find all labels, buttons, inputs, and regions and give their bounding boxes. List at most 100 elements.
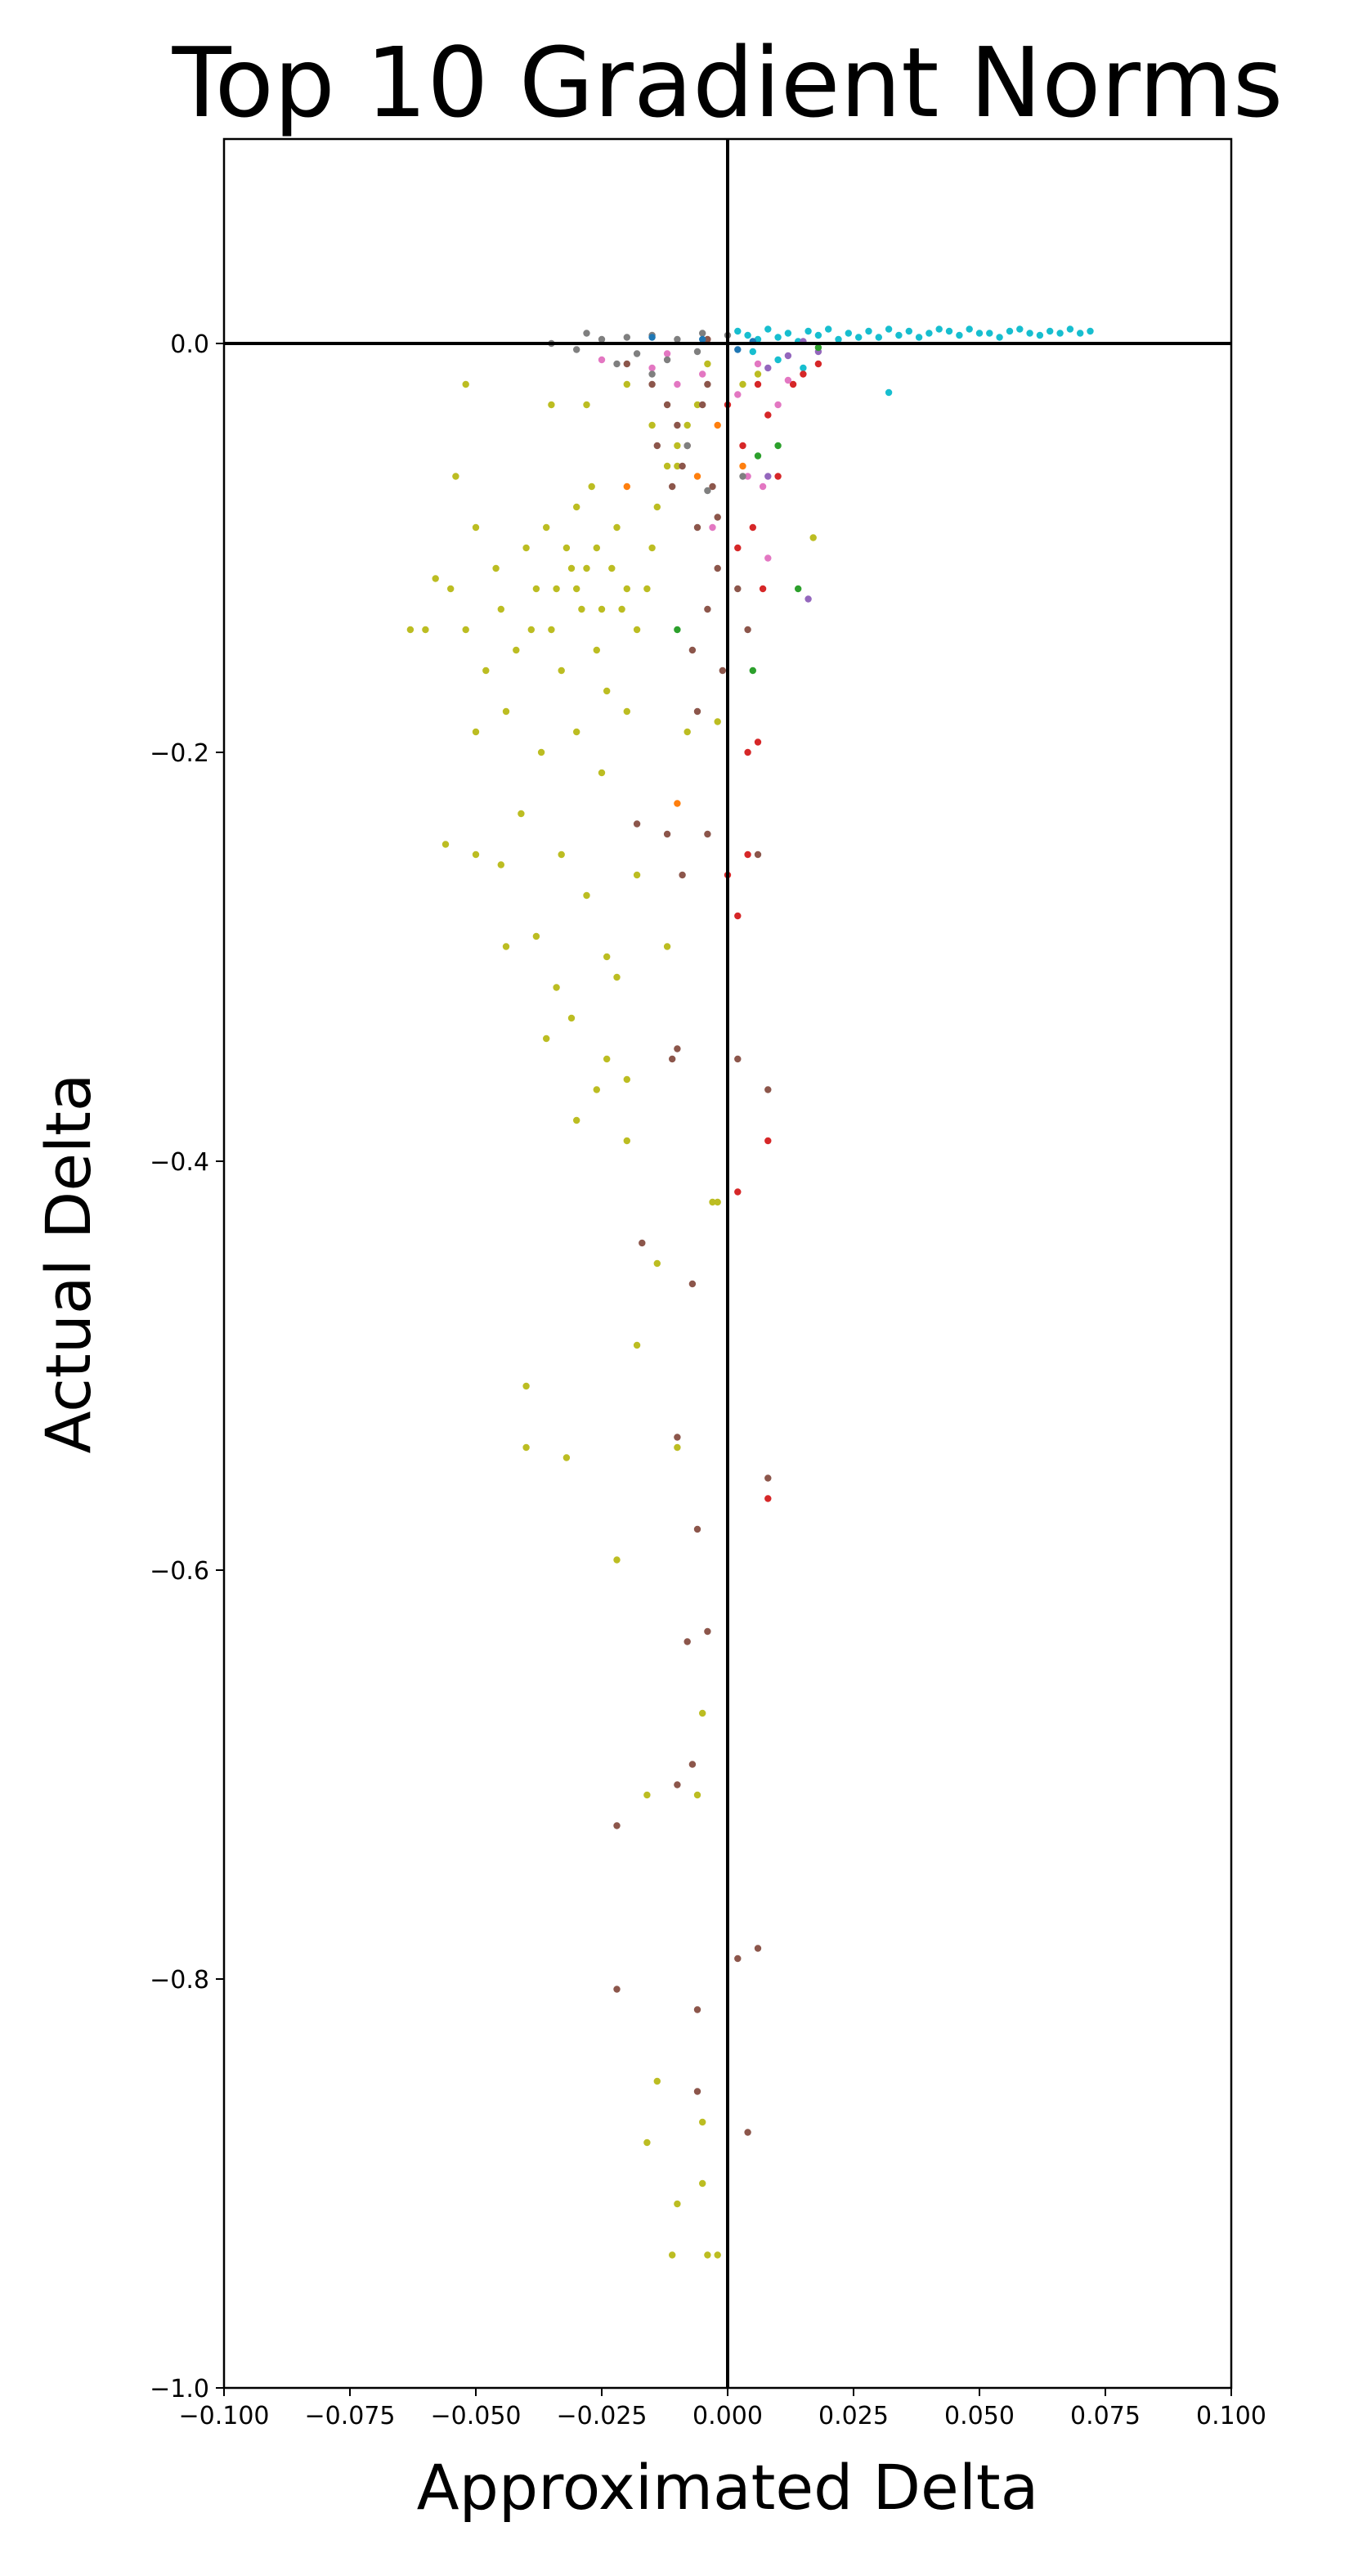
data-point — [608, 564, 616, 572]
data-point — [669, 2251, 676, 2259]
data-point — [472, 850, 480, 859]
data-point — [432, 575, 439, 582]
data-point — [674, 421, 681, 429]
data-point — [764, 1495, 772, 1502]
data-point — [719, 666, 726, 675]
data-point — [814, 343, 822, 352]
data-point — [643, 1791, 651, 1799]
data-point — [699, 1709, 706, 1717]
data-point — [784, 330, 792, 337]
data-point — [754, 360, 762, 368]
data-point — [875, 334, 883, 341]
data-point — [764, 411, 772, 419]
data-point — [825, 325, 832, 333]
data-point — [754, 452, 762, 460]
data-point — [573, 728, 580, 736]
data-point — [598, 335, 606, 343]
y-axis-label: Actual Delta — [32, 1073, 105, 1453]
data-point — [623, 334, 630, 341]
data-point — [492, 564, 500, 572]
data-point — [653, 1259, 661, 1268]
data-point — [784, 376, 792, 384]
chart-title: Top 10 Gradient Norms — [172, 26, 1284, 139]
data-point — [613, 1986, 621, 1993]
series-1 — [734, 325, 1094, 397]
data-point — [800, 364, 807, 372]
data-point — [406, 626, 415, 634]
data-point — [497, 605, 504, 613]
data-point — [764, 325, 772, 333]
data-point — [663, 943, 671, 950]
data-point — [800, 370, 807, 378]
data-point — [734, 327, 742, 335]
data-point — [633, 1341, 641, 1349]
data-point — [573, 503, 580, 511]
data-point — [809, 534, 817, 541]
data-point — [648, 380, 656, 388]
data-point — [653, 442, 661, 450]
data-point — [472, 728, 480, 736]
data-point — [522, 1443, 530, 1452]
data-point — [895, 331, 903, 339]
data-point — [422, 626, 429, 634]
data-point — [623, 360, 630, 368]
data-point — [522, 1382, 530, 1390]
data-point — [739, 380, 746, 388]
data-point — [739, 473, 746, 480]
data-point — [669, 1055, 676, 1063]
data-point — [693, 2006, 701, 2013]
data-point — [674, 2200, 681, 2208]
data-point — [693, 1525, 701, 1533]
y-tick-label: −0.4 — [150, 1148, 209, 1177]
data-point — [925, 330, 933, 337]
data-point — [648, 334, 656, 341]
data-point — [648, 544, 656, 552]
data-point — [558, 850, 565, 859]
data-point — [683, 442, 691, 450]
data-point — [699, 330, 706, 337]
data-point — [613, 1556, 621, 1564]
data-point — [714, 718, 721, 725]
data-point — [603, 953, 611, 961]
data-point — [764, 1474, 772, 1482]
y-tick-label: −0.8 — [150, 1966, 209, 1995]
data-point — [764, 1137, 772, 1145]
data-point — [674, 380, 681, 388]
data-point — [688, 646, 697, 654]
data-point — [709, 482, 716, 491]
data-point — [754, 850, 762, 859]
data-point — [462, 380, 469, 388]
data-point — [1056, 330, 1064, 337]
data-point — [1087, 327, 1094, 335]
data-point — [693, 707, 701, 716]
data-point — [518, 810, 525, 818]
data-point — [674, 1781, 681, 1788]
data-point — [663, 830, 671, 838]
data-point — [744, 748, 751, 756]
data-point — [532, 585, 540, 593]
data-point — [623, 482, 630, 491]
data-point — [966, 325, 973, 333]
data-point — [795, 585, 802, 593]
data-point — [774, 334, 782, 341]
y-tick-label: 0.0 — [170, 330, 209, 359]
data-point — [975, 330, 984, 337]
data-point — [693, 1791, 701, 1799]
data-point — [749, 666, 756, 675]
data-point — [567, 564, 576, 572]
data-point — [734, 391, 742, 398]
data-point — [502, 943, 510, 950]
data-point — [513, 646, 520, 654]
data-point — [633, 871, 641, 879]
data-point — [804, 327, 812, 335]
data-point — [744, 473, 751, 480]
series-9 — [623, 421, 746, 807]
data-point — [623, 707, 630, 716]
data-point — [764, 364, 772, 372]
data-point — [915, 334, 923, 341]
data-point — [744, 331, 751, 339]
data-point — [699, 2179, 706, 2188]
data-point — [764, 1086, 772, 1093]
data-point — [623, 380, 630, 388]
data-point — [764, 473, 772, 480]
